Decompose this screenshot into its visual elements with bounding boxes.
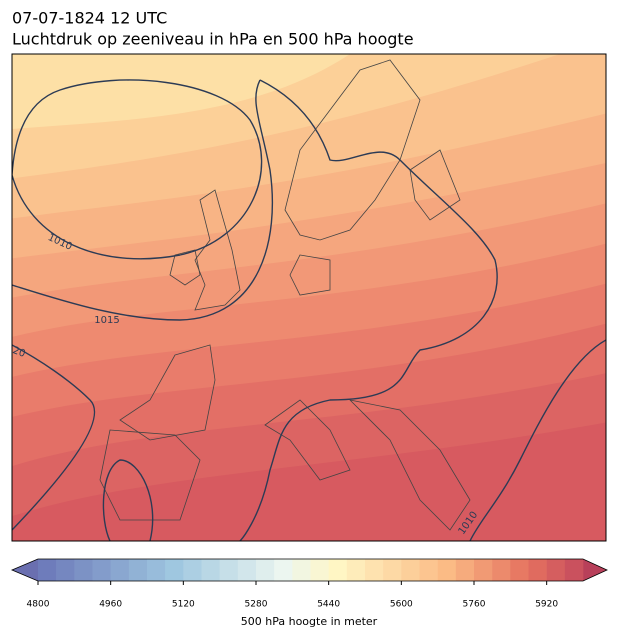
colorbar-tick-label: 4960 [99,600,122,610]
colorbar-extend-low [12,559,38,581]
colorbar-segment [528,559,547,581]
contour-label: 1015 [94,315,119,326]
colorbar-segment [310,559,329,581]
colorbar-tick-label: 4800 [27,600,50,610]
date-title: 07-07-1824 12 UTC [12,9,167,28]
colorbar-tick-label: 5920 [535,600,558,610]
colorbar-segment [165,559,184,581]
contour-label: 20 [11,345,27,360]
colorbar-segment [474,559,493,581]
colorbar-tick-label: 5440 [317,600,340,610]
colorbar-segment [564,559,584,581]
colorbar-segment [274,559,293,581]
colorbar-frame [10,558,608,582]
colorbar-segment [510,559,529,581]
colorbar-segment [128,559,148,581]
colorbar-segment [328,559,348,581]
colorbar-segment [292,559,311,581]
colorbar-segment [455,559,475,581]
colorbar-segment [110,559,130,581]
colorbar-tick-label: 5280 [245,600,268,610]
map-frame [11,53,607,542]
colorbar-tick-label: 5600 [390,600,413,610]
colorbar-tick-label: 5760 [463,600,486,610]
colorbar-segment [365,559,384,581]
coastlines [99,59,471,531]
band [12,54,350,130]
colorbar-segment [383,559,402,581]
colorbar-segment [201,559,220,581]
colorbar-segment [419,559,438,581]
colorbar-segment [437,559,457,581]
colorbar-segment [492,559,511,581]
colorbar-segment [546,559,566,581]
colorbar-segment [147,559,166,581]
colorbar-tick-label: 5120 [172,600,195,610]
colorbar-segment [237,559,257,581]
main-title: Luchtdruk op zeeniveau in hPa en 500 hPa… [12,30,414,49]
colorbar-segment [183,559,202,581]
colorbar-label: 500 hPa hoogte in meter [241,615,378,628]
colorbar-segment [219,559,239,581]
colorbar-segment [38,559,57,581]
colorbar-segment [74,559,93,581]
colorbar-segment [401,559,420,581]
colorbar-extend-high [583,559,607,581]
map: 1010 1015 20 1010 [11,54,606,541]
colorbar-segment [56,559,75,581]
colorbar-segment [256,559,275,581]
colorbar-segment [92,559,111,581]
isobars [12,79,606,541]
colorbar-segment [346,559,366,581]
